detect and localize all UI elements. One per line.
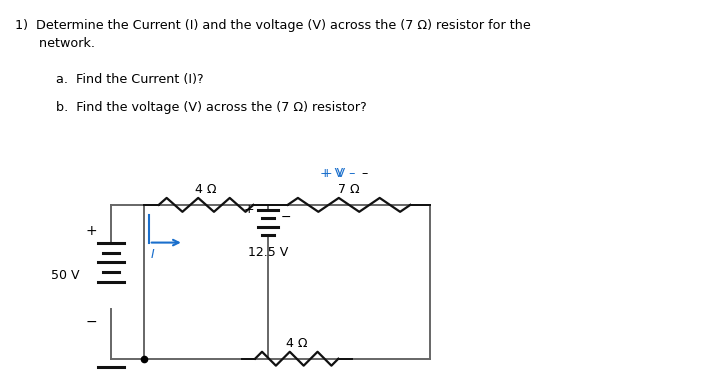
Text: +: + [244,203,255,216]
Text: 1)  Determine the Current (I) and the voltage (V) across the (7 Ω) resistor for : 1) Determine the Current (I) and the vol… [16,19,531,32]
Text: I: I [151,248,154,261]
Text: network.: network. [16,37,95,50]
Text: a.  Find the Current (I)?: a. Find the Current (I)? [56,73,204,86]
Text: −: − [281,211,290,224]
Text: 7 Ω: 7 Ω [338,183,360,196]
Text: + V: + V [319,167,343,180]
Text: +: + [85,224,97,237]
Text: 4 Ω: 4 Ω [286,337,307,350]
Text: −: − [85,315,97,329]
Text: –: – [362,167,368,180]
Text: + V –: + V – [322,167,356,180]
Text: 12.5 V: 12.5 V [248,246,288,258]
Text: b.  Find the voltage (V) across the (7 Ω) resistor?: b. Find the voltage (V) across the (7 Ω)… [56,101,367,114]
Text: 4 Ω: 4 Ω [195,183,217,196]
Text: 50 V: 50 V [51,269,79,282]
